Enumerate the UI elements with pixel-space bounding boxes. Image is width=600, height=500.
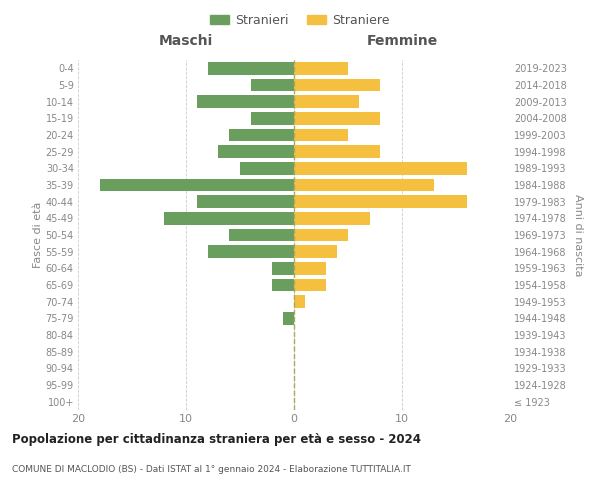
Y-axis label: Fasce di età: Fasce di età xyxy=(32,202,43,268)
Bar xyxy=(229,129,294,141)
Legend: Stranieri, Straniere: Stranieri, Straniere xyxy=(205,8,395,32)
Bar xyxy=(294,62,348,74)
Text: Popolazione per cittadinanza straniera per età e sesso - 2024: Popolazione per cittadinanza straniera p… xyxy=(12,432,421,446)
Bar xyxy=(294,246,337,258)
Bar xyxy=(251,79,294,92)
Bar xyxy=(294,296,305,308)
Y-axis label: Anni di nascita: Anni di nascita xyxy=(572,194,583,276)
Text: COMUNE DI MACLODIO (BS) - Dati ISTAT al 1° gennaio 2024 - Elaborazione TUTTITALI: COMUNE DI MACLODIO (BS) - Dati ISTAT al … xyxy=(12,466,411,474)
Bar xyxy=(294,129,348,141)
Text: Femmine: Femmine xyxy=(367,34,437,48)
Bar xyxy=(218,146,294,158)
Bar xyxy=(294,229,348,241)
Bar xyxy=(294,146,380,158)
Bar xyxy=(208,62,294,74)
Bar xyxy=(294,262,326,274)
Bar xyxy=(197,196,294,208)
Bar xyxy=(283,312,294,324)
Bar xyxy=(100,179,294,192)
Text: Maschi: Maschi xyxy=(159,34,213,48)
Bar xyxy=(164,212,294,224)
Bar xyxy=(294,96,359,108)
Bar xyxy=(294,212,370,224)
Bar xyxy=(272,279,294,291)
Bar xyxy=(251,112,294,124)
Bar xyxy=(197,96,294,108)
Bar xyxy=(240,162,294,174)
Bar xyxy=(294,179,434,192)
Bar xyxy=(294,79,380,92)
Bar xyxy=(294,112,380,124)
Bar xyxy=(208,246,294,258)
Bar xyxy=(272,262,294,274)
Bar xyxy=(294,279,326,291)
Bar xyxy=(294,162,467,174)
Bar xyxy=(229,229,294,241)
Bar xyxy=(294,196,467,208)
